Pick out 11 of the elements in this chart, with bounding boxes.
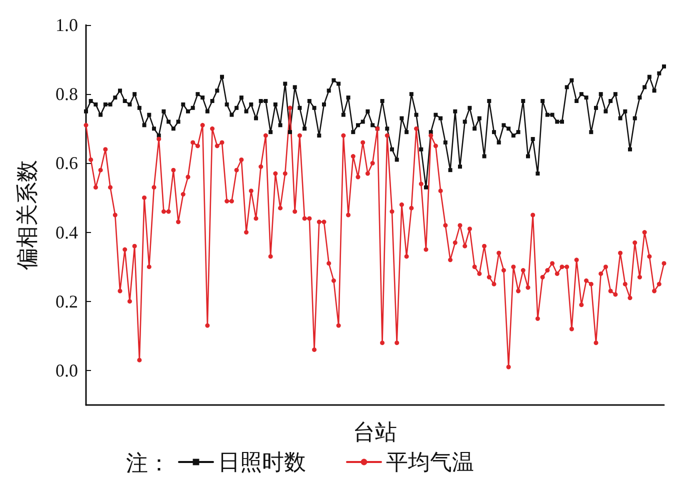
- y-tick-label: 0.0: [56, 360, 78, 380]
- y-tick-label: 1.0: [56, 15, 78, 35]
- y-tick-label: 0.8: [56, 84, 78, 104]
- y-axis-title: 偏相关系数: [14, 160, 40, 270]
- y-tick-label: 0.4: [56, 222, 78, 242]
- legend-label: 日照时数: [218, 450, 306, 474]
- legend-label: 平均气温: [386, 450, 474, 474]
- y-tick-label: 0.2: [56, 291, 78, 312]
- legend-title: 注：: [126, 450, 170, 476]
- y-tick-label: 0.6: [56, 153, 78, 174]
- x-axis-title: 台站: [353, 420, 397, 444]
